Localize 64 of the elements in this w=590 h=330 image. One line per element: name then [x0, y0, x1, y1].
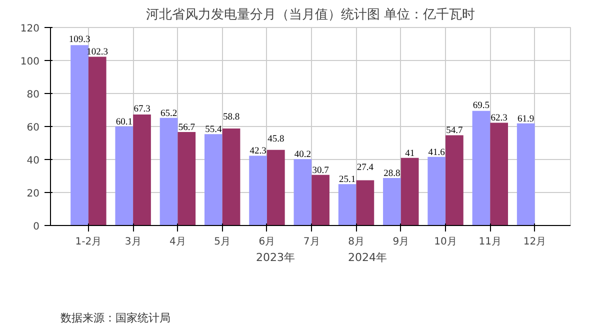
x-tick-label: 7月: [303, 236, 320, 248]
x-tick-label: 1-2月: [75, 236, 102, 248]
text: 2024年: [348, 250, 387, 265]
data-label: 28.8: [384, 168, 401, 179]
bar: [446, 135, 464, 226]
bar: [178, 132, 196, 226]
data-label: 60.1: [116, 117, 133, 128]
y-tick-label: 60: [26, 122, 40, 134]
source-note: 数据来源：国家统计局: [60, 312, 170, 324]
y-tick-label: 40: [26, 156, 40, 166]
bar: [115, 126, 134, 226]
x-tick-label: 12月: [523, 236, 546, 248]
x-tick-label: 10月: [434, 236, 457, 248]
data-label: 54.7: [446, 126, 464, 136]
bar: [70, 45, 88, 226]
data-label: 27.4: [356, 162, 374, 173]
bar: [88, 56, 106, 226]
y-tick-label: 20: [26, 188, 40, 200]
data-label: 30.7: [312, 166, 330, 176]
x-tick-label: 8月: [348, 236, 364, 248]
bar: [204, 134, 222, 226]
bar: [490, 122, 508, 226]
bar: [222, 128, 240, 226]
bar: [383, 178, 401, 226]
bar: [160, 118, 178, 226]
data-label: 109.3: [68, 34, 90, 45]
bar: [312, 174, 330, 226]
chart-title: 河北省风力发电量分月（当月值）统计图 单位：亿千瓦时: [146, 8, 476, 22]
bar: [338, 184, 356, 226]
data-label: 45.8: [268, 134, 284, 144]
y-tick-label: 100: [20, 56, 40, 68]
data-label: 25.1: [339, 175, 356, 186]
data-label: 62.3: [490, 114, 508, 124]
data-label: 67.3: [134, 104, 151, 114]
y-tick-label: 0: [33, 222, 40, 232]
text: 2023年: [256, 250, 295, 265]
bar: [294, 159, 312, 226]
data-label: 56.7: [178, 122, 196, 133]
x-tick-label: 4月: [170, 236, 186, 248]
data-label: 65.2: [160, 108, 178, 119]
y-tick-label: 80: [26, 90, 40, 100]
data-label: 40.2: [294, 150, 312, 160]
data-label: 69.5: [472, 100, 490, 111]
y-tick-label: 120: [20, 24, 40, 34]
data-label: 61.9: [518, 114, 534, 124]
x-tick-label: 6月: [258, 236, 276, 248]
x-tick-label: 9月: [392, 236, 410, 248]
data-label: 41.6: [428, 148, 446, 158]
bar: [516, 123, 535, 226]
data-label: 102.3: [86, 48, 108, 58]
x-tick-label: 5月: [214, 236, 231, 248]
bar: [356, 180, 374, 226]
data-label: 58.8: [222, 112, 240, 123]
bar: [266, 150, 285, 226]
bar: [400, 158, 419, 226]
data-label: 41: [405, 148, 415, 159]
x-tick-label: 11月: [478, 236, 502, 248]
data-label: 42.3: [250, 146, 267, 157]
bar: [249, 156, 267, 226]
bar: [428, 156, 446, 226]
bar: [133, 114, 151, 226]
data-label: 55.4: [205, 125, 222, 136]
bar: [472, 110, 490, 226]
x-tick-label: 3月: [124, 236, 142, 248]
